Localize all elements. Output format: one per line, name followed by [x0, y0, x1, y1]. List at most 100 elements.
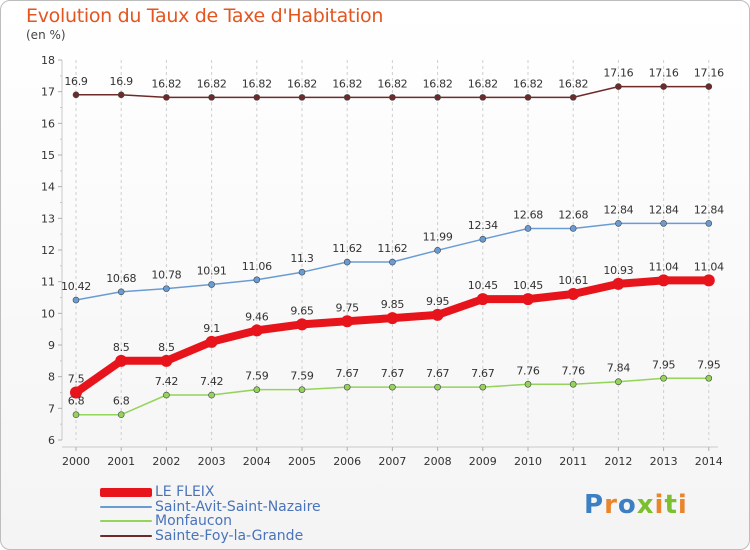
data-point [524, 380, 532, 388]
data-label: 7.76 [516, 364, 540, 377]
data-label: 7.84 [607, 362, 631, 375]
data-point [479, 235, 487, 243]
data-label: 12.34 [468, 219, 498, 232]
data-point [117, 288, 125, 296]
data-point [343, 258, 351, 266]
legend-swatch [100, 487, 152, 497]
data-label: 7.59 [290, 370, 314, 383]
data-point [70, 386, 82, 399]
data-label: 7.76 [562, 364, 586, 377]
data-point [434, 94, 441, 101]
data-point [615, 220, 622, 227]
data-point [72, 296, 80, 304]
data-point [115, 354, 128, 367]
data-point [705, 374, 713, 382]
data-point [298, 268, 306, 276]
y-tick-label: 8 [48, 371, 55, 384]
data-point [434, 247, 441, 254]
data-point [163, 94, 170, 101]
data-point [702, 274, 715, 287]
proxiti-logo: Proxiti [584, 490, 688, 520]
data-label: 10.93 [603, 264, 633, 277]
y-tick-label: 18 [41, 54, 55, 67]
y-tick-label: 6 [48, 434, 55, 447]
data-point [389, 94, 396, 101]
data-label: 16.82 [423, 77, 453, 90]
data-label: 7.5 [68, 373, 85, 386]
legend-item: LE FLEIX [100, 485, 400, 500]
data-point [253, 386, 261, 393]
data-point [524, 94, 532, 101]
data-point [569, 94, 577, 101]
y-tick-label: 11 [41, 276, 55, 289]
data-point [208, 281, 215, 288]
data-label: 16.9 [64, 75, 88, 88]
logo-letter: r [604, 490, 618, 520]
data-point [389, 258, 396, 266]
y-tick-label: 16 [41, 117, 55, 130]
data-point [389, 383, 396, 391]
data-point [72, 411, 80, 418]
data-label: 7.67 [336, 367, 360, 380]
data-point [657, 274, 670, 287]
data-label: 10.42 [61, 280, 91, 293]
data-label: 11.3 [290, 252, 314, 265]
data-point [72, 91, 80, 99]
data-point [612, 277, 625, 290]
data-label: 16.9 [110, 75, 134, 88]
data-point [431, 308, 444, 321]
data-label: 10.45 [513, 279, 543, 292]
data-point [705, 83, 713, 90]
data-point [250, 324, 263, 337]
data-label: 7.42 [155, 375, 178, 388]
data-label: 10.78 [151, 269, 181, 282]
data-label: 9.1 [203, 322, 220, 335]
data-label: 17.16 [694, 67, 724, 80]
logo-letter: i [654, 490, 665, 520]
legend-label: Monfaucon [155, 513, 233, 529]
y-tick-label: 13 [41, 212, 55, 225]
data-point [208, 391, 215, 399]
data-label: 16.82 [468, 77, 498, 90]
data-labels: 16.9 16.9 16.82 16.82 16.82 16.82 16.82 16.82 16… [61, 67, 724, 408]
data-label: 11.62 [332, 242, 362, 255]
data-point [343, 94, 351, 101]
data-point [615, 378, 622, 386]
data-label: 7.67 [426, 367, 450, 380]
legend-item: Monfaucon [100, 514, 400, 529]
data-label: 7.95 [697, 358, 721, 371]
data-label: 12.68 [513, 208, 543, 221]
data-label: 7.59 [245, 370, 269, 383]
data-label: 12.84 [603, 203, 633, 216]
data-label: 7.67 [381, 367, 405, 380]
data-point [208, 94, 215, 101]
data-point [660, 83, 667, 90]
y-tick-label: 9 [48, 339, 55, 352]
data-label: 17.16 [649, 67, 679, 80]
legend-label: Saint-Avit-Saint-Nazaire [155, 498, 321, 515]
x-tick-label: 2001 [107, 455, 135, 468]
axes: 6 7 8 9 10 11 12 13 14 15 16 17 18 2000 2001 2002 2003 20… [41, 54, 723, 468]
data-point [386, 312, 399, 325]
data-point [296, 318, 308, 331]
series-lines [70, 83, 715, 418]
data-label: 16.82 [151, 77, 181, 90]
data-label: 11.04 [694, 260, 724, 273]
data-point [522, 293, 534, 306]
data-label: 7.42 [200, 375, 223, 388]
x-tick-label: 2005 [288, 455, 316, 468]
data-point [569, 380, 577, 388]
data-point [524, 225, 532, 232]
data-point [476, 293, 489, 306]
data-label: 9.46 [245, 310, 269, 323]
x-tick-label: 2009 [469, 455, 497, 468]
logo-letter: o [617, 490, 637, 520]
data-label: 16.82 [377, 77, 407, 90]
data-point [117, 91, 125, 99]
data-label: 16.82 [332, 77, 362, 90]
data-label: 16.82 [287, 77, 317, 90]
x-tick-label: 2004 [243, 455, 271, 468]
y-tick-label: 14 [41, 181, 55, 194]
data-point [569, 225, 577, 232]
chart-title: Evolution du Taux de Taxe d'Habitation [26, 5, 384, 27]
